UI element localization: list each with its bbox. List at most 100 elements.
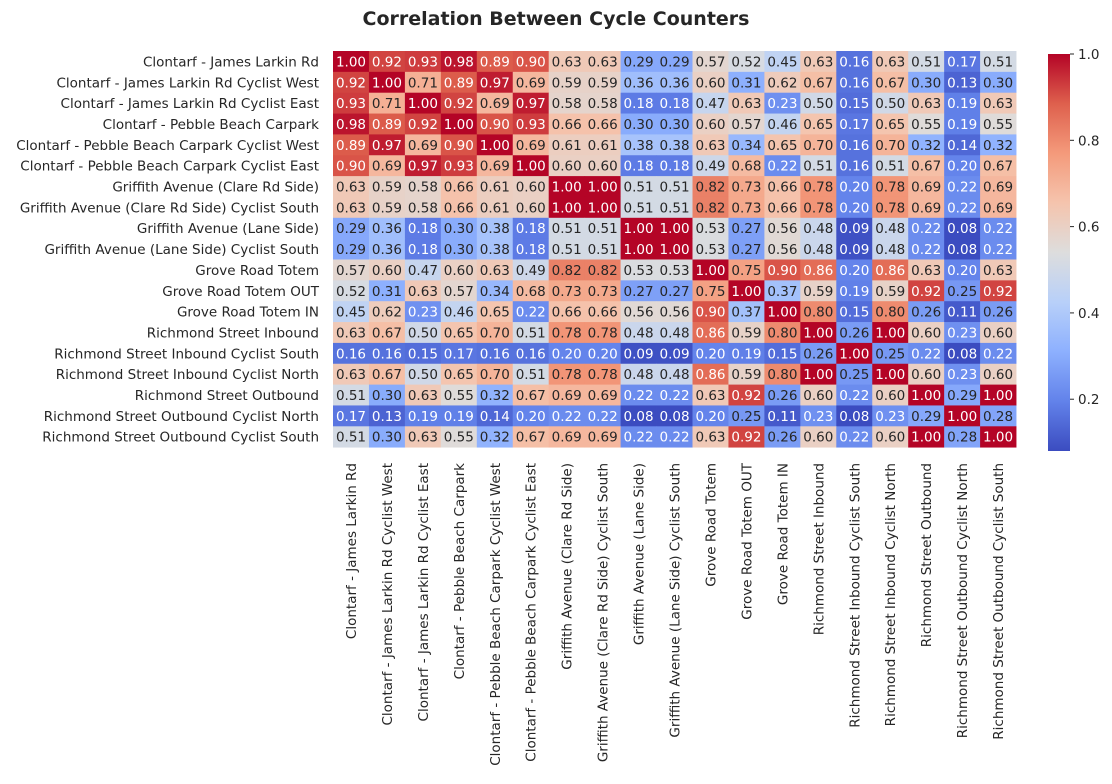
- heatmap-cell: [944, 71, 981, 94]
- cell-value-label: 0.28: [947, 430, 977, 446]
- cell-value-label: 0.15: [839, 96, 869, 112]
- heatmap-cell: [584, 384, 621, 406]
- heatmap-cell: [440, 176, 478, 198]
- cell-value-label: 0.59: [803, 284, 833, 300]
- heatmap-cell: [800, 134, 837, 156]
- cell-value-label: 0.53: [695, 242, 725, 258]
- cell-value-label: 0.60: [372, 263, 402, 279]
- row-label: Clontarf - Pebble Beach Carpark Cyclist …: [20, 159, 319, 175]
- heatmap-cell: [980, 155, 1017, 177]
- heatmap-cell: [944, 238, 981, 260]
- cell-value-label: 0.30: [372, 430, 402, 446]
- cell-value-label: 0.20: [839, 180, 869, 196]
- heatmap-cell: [764, 51, 801, 73]
- cell-value-label: 0.19: [408, 409, 438, 425]
- cell-value-label: 0.31: [372, 284, 402, 300]
- cell-value-label: 1.00: [875, 325, 905, 341]
- cell-value-label: 0.36: [372, 221, 402, 237]
- cell-value-label: 0.63: [911, 263, 941, 279]
- cell-value-label: 0.16: [480, 346, 510, 362]
- cell-value-label: 0.16: [336, 346, 366, 362]
- heatmap-cell: [368, 405, 406, 427]
- heatmap-cell: [404, 238, 442, 260]
- cell-value-label: 0.22: [911, 242, 941, 258]
- heatmap-cell: [908, 238, 945, 260]
- heatmap-cell: [404, 51, 442, 73]
- row-label: Clontarf - James Larkin Rd Cyclist West: [57, 75, 320, 91]
- cell-value-label: 1.00: [624, 221, 654, 237]
- heatmap-cell: [584, 134, 621, 156]
- heatmap-cell: [656, 71, 693, 94]
- cell-value-label: 0.32: [983, 138, 1013, 154]
- cell-value-label: 0.48: [624, 325, 654, 341]
- heatmap-cell: [908, 342, 945, 365]
- cell-value-label: 0.66: [444, 200, 474, 216]
- row-label: Griffith Avenue (Clare Rd Side): [112, 180, 319, 196]
- cell-value-label: 0.57: [444, 284, 474, 300]
- heatmap-cell: [692, 426, 729, 448]
- cell-value-label: 0.59: [875, 284, 905, 300]
- cell-value-label: 0.31: [731, 75, 761, 91]
- cell-value-label: 0.78: [875, 200, 905, 216]
- cell-value-label: 0.60: [875, 388, 905, 404]
- cell-value-label: 0.69: [911, 200, 941, 216]
- heatmap-cell: [944, 301, 981, 323]
- row-label: Griffith Avenue (Lane Side) Cyclist Sout…: [44, 242, 319, 258]
- row-label: Richmond Street Inbound Cyclist North: [56, 367, 319, 383]
- heatmap-cell: [980, 342, 1017, 365]
- heatmap-cell: [764, 217, 801, 240]
- heatmap-cell: [872, 134, 909, 156]
- heatmap-cell: [836, 363, 873, 385]
- column-label: Griffith Avenue (Clare Rd Side): [560, 463, 576, 670]
- cell-value-label: 0.71: [408, 75, 438, 91]
- heatmap-cell: [333, 342, 370, 365]
- chart-title: Correlation Between Cycle Counters: [363, 8, 750, 30]
- heatmap-cell: [476, 217, 514, 240]
- cell-value-label: 0.22: [911, 221, 941, 237]
- row-label: Grove Road Totem OUT: [162, 284, 319, 300]
- heatmap-cell: [368, 176, 406, 198]
- cell-value-label: 0.51: [803, 159, 833, 175]
- heatmap-cell: [440, 217, 478, 240]
- cell-value-label: 0.56: [767, 221, 797, 237]
- heatmap-cell: [512, 113, 550, 135]
- cell-value-label: 0.16: [839, 138, 869, 154]
- heatmap-cell: [944, 113, 981, 135]
- heatmap-cell: [512, 405, 550, 427]
- cell-value-label: 0.36: [659, 75, 689, 91]
- cell-value-label: 0.11: [767, 409, 797, 425]
- heatmap-cell: [368, 92, 406, 114]
- heatmap-cell: [440, 155, 478, 177]
- cell-value-label: 0.78: [588, 367, 618, 383]
- cell-value-label: 0.13: [372, 409, 402, 425]
- heatmap-cell: [512, 71, 550, 94]
- cell-value-label: 0.48: [875, 242, 905, 258]
- cell-value-label: 0.93: [408, 54, 438, 70]
- heatmap-cell: [944, 342, 981, 365]
- cell-value-label: 0.48: [875, 221, 905, 237]
- cell-value-label: 0.20: [839, 200, 869, 216]
- cell-value-label: 0.20: [947, 159, 977, 175]
- cell-value-label: 0.50: [803, 96, 833, 112]
- heatmap-cell: [584, 217, 621, 240]
- cell-value-label: 0.70: [480, 367, 510, 383]
- cell-value-label: 0.98: [444, 54, 474, 70]
- heatmap-cell: [584, 322, 621, 344]
- cell-value-label: 0.69: [516, 75, 546, 91]
- heatmap-cell: [368, 426, 406, 448]
- heatmap-cell: [980, 426, 1017, 448]
- cell-value-label: 0.61: [552, 138, 582, 154]
- cell-value-label: 0.60: [695, 117, 725, 133]
- cell-value-label: 0.16: [839, 75, 869, 91]
- cell-value-label: 0.18: [516, 242, 546, 258]
- heatmap-cell: [980, 322, 1017, 344]
- heatmap-cell: [440, 426, 478, 448]
- cell-value-label: 0.92: [336, 75, 366, 91]
- heatmap-cell: [512, 342, 550, 365]
- heatmap-cell: [980, 405, 1017, 427]
- heatmap-cell: [333, 176, 370, 198]
- cell-value-label: 0.22: [983, 346, 1013, 362]
- cell-value-label: 0.18: [408, 242, 438, 258]
- cell-value-label: 0.18: [659, 159, 689, 175]
- heatmap-cell: [692, 51, 729, 73]
